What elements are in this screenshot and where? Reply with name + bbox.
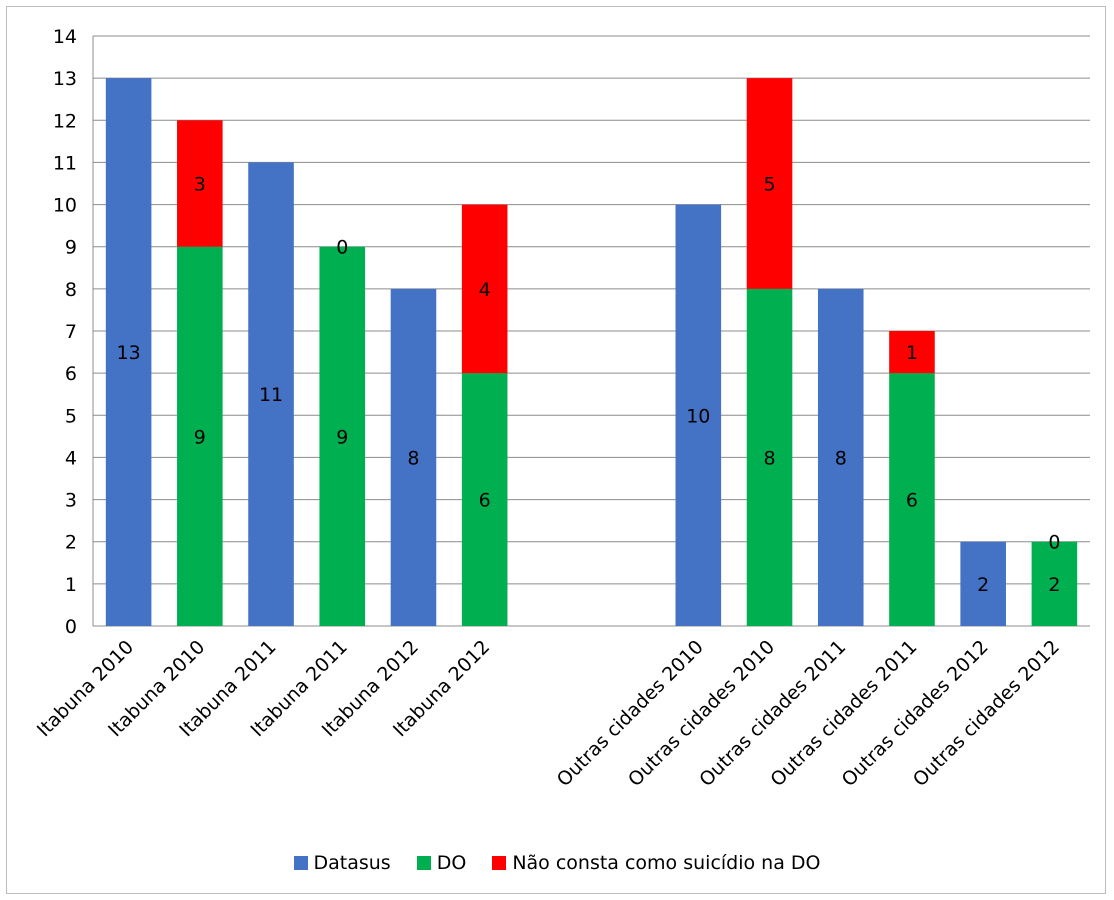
y-tick-label: 13: [53, 68, 77, 90]
y-tick-label: 3: [65, 490, 77, 512]
bar-datasus: [675, 204, 722, 627]
data-label: 4: [479, 279, 491, 301]
data-label: 2: [1048, 574, 1060, 596]
data-label: 6: [906, 490, 918, 512]
y-tick-label: 10: [53, 195, 77, 217]
bar-do: [746, 288, 793, 626]
data-label: 11: [259, 384, 283, 406]
bar-datasus: [817, 288, 864, 626]
data-label: 8: [407, 447, 419, 469]
y-tick-label: 0: [65, 616, 77, 638]
bar-do: [461, 373, 508, 626]
y-tick-label: 8: [65, 279, 77, 301]
legend-item-nao-consta: Não consta como suicídio na DO: [492, 852, 820, 874]
x-category-label: Outras cidades 2012: [909, 636, 1064, 791]
chart-frame: [6, 6, 1106, 894]
bar-do: [889, 373, 935, 626]
data-label: 8: [835, 447, 847, 469]
legend-item-datasus: Datasus: [293, 852, 391, 874]
data-label: 5: [763, 174, 775, 196]
data-label: 13: [117, 342, 141, 364]
data-label: 10: [686, 405, 710, 427]
bar-n-o-consta-como-suic-dio-na-do: [746, 78, 793, 289]
data-label: 8: [763, 447, 775, 469]
data-label: 3: [194, 174, 206, 196]
bar-do: [177, 246, 223, 626]
legend-label-nao-consta: Não consta como suicídio na DO: [512, 852, 821, 874]
data-label: 0: [336, 237, 348, 259]
y-tick-label: 5: [65, 405, 77, 427]
legend-label-do: DO: [436, 852, 467, 874]
data-label: 6: [479, 490, 491, 512]
legend-item-do: DO: [416, 852, 467, 874]
legend-swatch-datasus: [293, 856, 308, 870]
legend: Datasus DO Não consta como suicídio na D…: [0, 852, 1114, 874]
legend-swatch-nao-consta: [492, 856, 507, 870]
y-tick-label: 9: [65, 237, 77, 259]
legend-label-datasus: Datasus: [313, 852, 391, 874]
legend-swatch-do: [416, 856, 431, 870]
bar-datasus: [390, 288, 437, 626]
bars: [105, 78, 1078, 627]
bar-n-o-consta-como-suic-dio-na-do: [889, 331, 935, 374]
y-tick-label: 4: [65, 447, 77, 469]
bar-do: [319, 246, 366, 626]
bar-datasus: [960, 541, 1006, 626]
y-tick-label: 6: [65, 363, 77, 385]
y-tick-label: 1: [65, 574, 77, 596]
data-labels: 13 9 3 11 9 0 8 6 4 10 8 5 8 6 1 2 2 0: [117, 174, 1061, 596]
bar-n-o-consta-como-suic-dio-na-do: [177, 120, 223, 247]
y-tick-label: 12: [53, 110, 77, 132]
bar-do: [1031, 541, 1078, 626]
gridlines: [92, 35, 1090, 627]
data-label: 9: [194, 426, 206, 448]
y-tick-label: 11: [53, 152, 77, 174]
y-tick-label: 2: [65, 532, 77, 554]
bar-n-o-consta-como-suic-dio-na-do: [461, 204, 508, 374]
bar-datasus: [248, 162, 294, 626]
data-label: 2: [977, 574, 989, 596]
bar-datasus: [105, 78, 152, 626]
y-tick-label: 14: [53, 26, 77, 48]
data-label: 9: [336, 426, 348, 448]
data-label: 1: [906, 342, 918, 364]
data-label: 0: [1048, 532, 1060, 554]
y-tick-label: 7: [65, 321, 77, 343]
